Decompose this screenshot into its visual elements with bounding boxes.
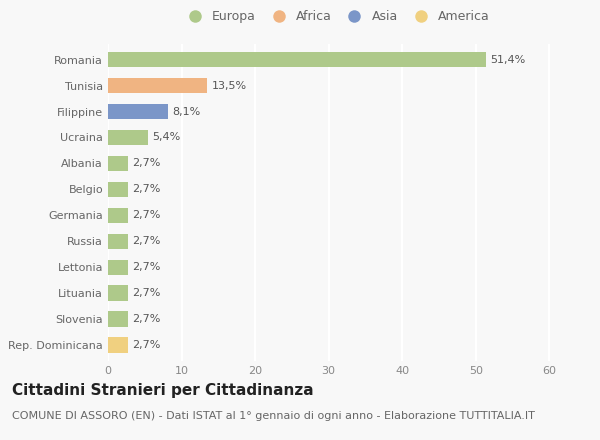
Text: 2,7%: 2,7%: [132, 236, 161, 246]
Bar: [108, 208, 128, 223]
Bar: [108, 182, 128, 197]
Text: 2,7%: 2,7%: [132, 262, 161, 272]
Bar: [108, 312, 128, 327]
Text: 2,7%: 2,7%: [132, 184, 161, 194]
Bar: [108, 104, 167, 119]
Text: Cittadini Stranieri per Cittadinanza: Cittadini Stranieri per Cittadinanza: [12, 383, 314, 398]
Text: 2,7%: 2,7%: [132, 340, 161, 350]
Bar: [108, 260, 128, 275]
Text: 2,7%: 2,7%: [132, 158, 161, 169]
Text: 2,7%: 2,7%: [132, 314, 161, 324]
Text: 8,1%: 8,1%: [172, 106, 200, 117]
Text: 51,4%: 51,4%: [490, 55, 526, 65]
Text: 5,4%: 5,4%: [152, 132, 181, 143]
Bar: [108, 130, 148, 145]
Bar: [108, 286, 128, 301]
Text: COMUNE DI ASSORO (EN) - Dati ISTAT al 1° gennaio di ogni anno - Elaborazione TUT: COMUNE DI ASSORO (EN) - Dati ISTAT al 1°…: [12, 411, 535, 422]
Bar: [108, 52, 486, 67]
Bar: [108, 156, 128, 171]
Text: 2,7%: 2,7%: [132, 210, 161, 220]
Text: 2,7%: 2,7%: [132, 288, 161, 298]
Bar: [108, 78, 207, 93]
Bar: [108, 234, 128, 249]
Text: 13,5%: 13,5%: [212, 81, 247, 91]
Legend: Europa, Africa, Asia, America: Europa, Africa, Asia, America: [177, 5, 495, 28]
Bar: [108, 337, 128, 353]
